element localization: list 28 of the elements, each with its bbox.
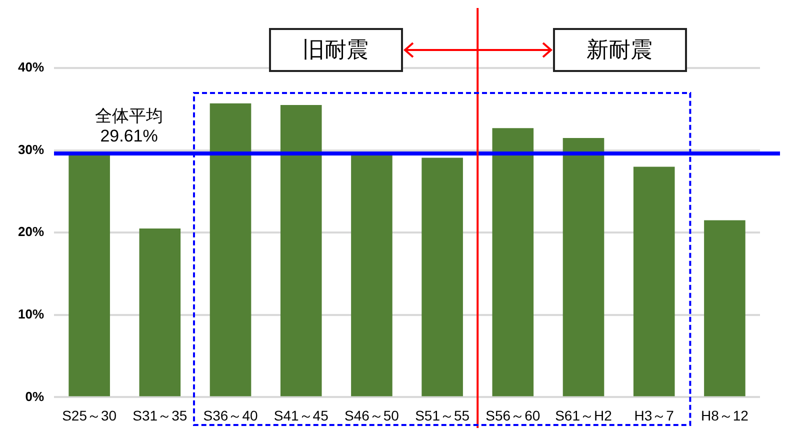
ref-line-label: 全体平均 29.61% (95, 106, 164, 146)
bar (280, 105, 322, 396)
bar (633, 166, 675, 396)
bar (210, 103, 252, 396)
bar (68, 154, 110, 396)
x-tick-label: S56～60 (486, 407, 540, 424)
text: 旧耐震 (268, 28, 403, 72)
y-tick-label: 30% (18, 142, 44, 157)
y-tick-label: 20% (18, 224, 44, 240)
y-tick-label: 10% (18, 306, 44, 322)
x-tick-label: S25～30 (62, 407, 117, 424)
x-tick-label: S36～40 (203, 407, 258, 424)
x-tick-label: S31～35 (132, 407, 188, 424)
bar (562, 138, 604, 396)
x-tick-label: H3～7 (634, 407, 674, 424)
y-tick-label: 0% (25, 388, 44, 404)
bar (422, 158, 463, 396)
x-tick-label: S51～55 (415, 407, 470, 424)
x-tick-label: H8～12 (700, 407, 749, 424)
bar (139, 228, 181, 396)
text: 新耐震 (552, 28, 687, 72)
bar (351, 154, 392, 396)
bar (704, 220, 746, 396)
y-tick-label: 40% (18, 60, 44, 75)
x-tick-label: S41～45 (274, 407, 329, 424)
x-tick-label: S61～H2 (555, 407, 612, 424)
bar (492, 128, 534, 396)
x-tick-label: S46～50 (344, 407, 400, 424)
